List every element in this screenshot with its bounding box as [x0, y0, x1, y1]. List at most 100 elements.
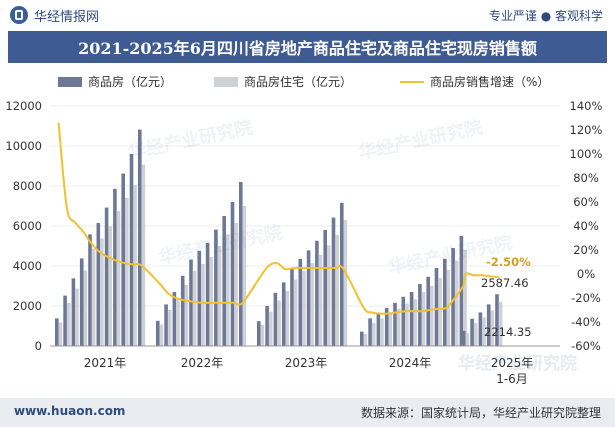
bar-residential — [108, 226, 112, 346]
legend-swatch-bar1 — [58, 77, 82, 87]
right-tick-label: 0% — [577, 267, 595, 281]
tagline: 专业严谨 ● 客观科学 — [488, 9, 603, 23]
bar-commercial — [205, 242, 210, 346]
bar-commercial — [113, 188, 117, 346]
brand-name: 华经情报网 — [34, 9, 100, 25]
bar-residential — [159, 324, 164, 346]
bar-residential — [75, 288, 79, 346]
bar-residential — [335, 234, 339, 346]
bar-commercial — [426, 276, 430, 346]
left-tick-label: 12000 — [5, 99, 42, 113]
bar-commercial — [63, 295, 67, 346]
bar-residential — [343, 220, 348, 346]
bar-commercial — [443, 258, 447, 346]
bar-residential — [58, 322, 63, 346]
bar-commercial — [129, 154, 134, 346]
source-note: 数据来源：国家统计局，华经产业研究院整理 — [360, 406, 601, 420]
bar-residential — [277, 300, 281, 346]
watermark-text: 华经产业研究院 — [126, 116, 254, 164]
bar-residential — [260, 324, 265, 346]
bar-residential — [83, 270, 88, 346]
right-tick-label: 40% — [573, 219, 599, 233]
bar-residential — [363, 334, 368, 346]
left-tick-label: 2000 — [13, 299, 42, 313]
growth-line-group — [57, 122, 499, 315]
watermark-text: 华经产业研究院 — [386, 231, 514, 279]
bar-residential — [380, 318, 384, 346]
legend-swatch-bar2 — [214, 77, 238, 87]
bar-residential — [91, 248, 96, 346]
brand-logo-icon — [10, 6, 28, 24]
bar-residential — [318, 254, 323, 346]
bars — [55, 129, 503, 346]
bar-commercial — [172, 292, 177, 346]
bar-commercial — [281, 282, 286, 346]
bar-residential — [226, 234, 230, 346]
legend-label-line: 商品房销售增速（%） — [430, 74, 549, 89]
axes: 0 2000 4000 6000 8000 10000 12000 -60% -40% -20% 0… — [5, 99, 602, 386]
brand: 华经情报网 — [10, 6, 100, 25]
bar-commercial — [79, 258, 84, 346]
legend: 商品房（亿元） 商品房住宅（亿元） 商品房销售增速（%） — [58, 74, 549, 89]
bar-residential — [327, 245, 331, 346]
bar-commercial — [239, 182, 243, 346]
annotation-bar1-last: 2587.46 — [481, 276, 529, 290]
left-tick-label: 6000 — [13, 219, 42, 233]
bar-residential — [217, 246, 222, 346]
bar-commercial — [222, 216, 226, 346]
bar-residential — [388, 313, 393, 346]
bar-commercial — [55, 318, 59, 346]
annotation-bar2-last: 2214.35 — [484, 325, 532, 339]
right-tick-label: 60% — [573, 195, 599, 209]
bar-commercial — [290, 268, 294, 346]
bar-residential — [310, 263, 314, 346]
bar-commercial — [265, 306, 269, 346]
x-group-label: 2023年 — [285, 356, 328, 370]
bar-residential — [396, 308, 401, 346]
bar-commercial — [409, 292, 414, 346]
bar-commercial — [104, 207, 109, 346]
legend-label-bar2: 商品房住宅（亿元） — [244, 74, 352, 89]
bar-residential — [234, 223, 238, 346]
bar-residential — [100, 238, 104, 346]
bar-residential — [125, 197, 129, 346]
bar-commercial — [71, 278, 76, 346]
bar-residential — [498, 301, 503, 346]
bar-commercial — [138, 129, 142, 346]
bar-commercial — [376, 313, 381, 346]
top-bar: 华经情报网 专业严谨 ● 客观科学 — [0, 0, 615, 30]
bar-commercial — [393, 302, 397, 346]
left-tick-label: 4000 — [13, 259, 42, 273]
bar-residential — [482, 317, 486, 346]
bar-residential — [141, 164, 146, 346]
right-tick-label: -20% — [571, 291, 601, 305]
bar-commercial — [478, 312, 483, 346]
watermark-text: 华经产业研究院 — [356, 116, 484, 164]
bar-residential — [463, 250, 467, 346]
bar-commercial — [360, 331, 364, 346]
bar-commercial — [273, 292, 278, 346]
bar-commercial — [315, 240, 319, 346]
bar-commercial — [470, 318, 474, 346]
website-link[interactable]: www.huaon.com — [14, 404, 126, 418]
bar-residential — [446, 270, 451, 346]
right-tick-label: -40% — [571, 315, 601, 329]
bar-residential — [116, 211, 121, 346]
bar-residential — [133, 185, 137, 346]
bar-commercial — [164, 304, 168, 346]
bar-commercial — [298, 258, 303, 346]
bar-residential — [430, 285, 434, 346]
right-tick-label: 140% — [570, 99, 603, 113]
left-tick-label: 0 — [35, 339, 42, 353]
x-group-sublabel: 1-6月 — [496, 372, 528, 386]
bar-commercial — [257, 321, 261, 346]
bar-residential — [454, 260, 459, 346]
bar-residential — [209, 257, 213, 346]
bar-residential — [184, 285, 189, 346]
bar-residential — [192, 270, 197, 346]
chart-title: 2021-2025年6月四川省房地产商品住宅及商品住宅现房销售额 — [8, 31, 607, 63]
bar-commercial — [331, 217, 336, 346]
x-group-label: 2025年 — [491, 356, 534, 370]
bar-commercial — [214, 229, 218, 346]
x-group-label: 2021年 — [84, 356, 127, 370]
